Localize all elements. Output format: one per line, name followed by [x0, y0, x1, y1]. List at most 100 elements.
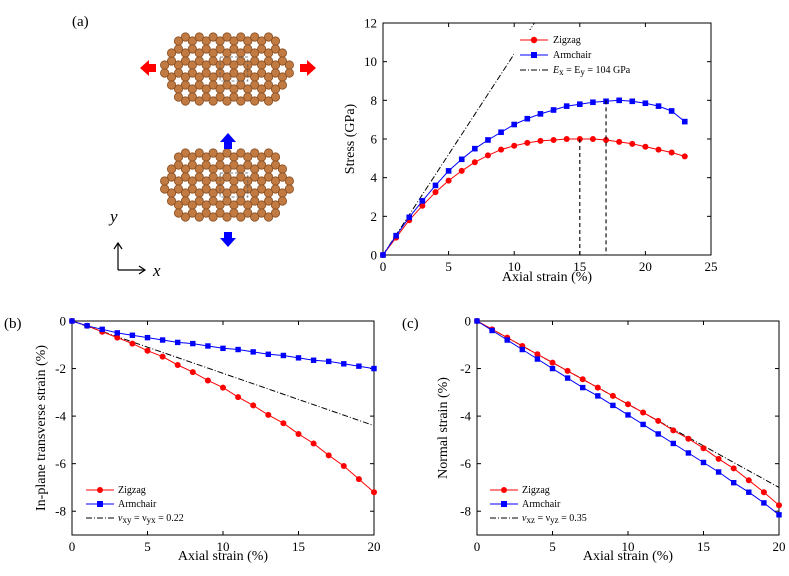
lattice-atom	[194, 196, 204, 206]
lattice-atom	[263, 212, 274, 222]
data-point	[776, 502, 782, 509]
data-point	[534, 356, 541, 362]
data-point	[668, 149, 675, 156]
lattice-atom	[215, 84, 225, 94]
lattice-atom	[166, 48, 177, 58]
data-point	[265, 351, 271, 357]
data-point	[235, 346, 241, 353]
unit-cell-box	[219, 56, 249, 82]
lattice-atom	[166, 80, 177, 90]
lattice-atom	[187, 184, 197, 194]
lattice-atom	[277, 80, 288, 90]
lattice-atom	[215, 200, 225, 210]
lattice-atom	[215, 92, 225, 102]
lattice-atom	[180, 212, 191, 222]
data-point	[579, 376, 586, 383]
lattice-atom	[270, 208, 281, 218]
x-tick-label: 0	[69, 539, 76, 554]
lattice-atom	[208, 164, 218, 174]
unit-cell-box	[219, 172, 249, 198]
data-point	[235, 394, 242, 401]
lattice-atom	[201, 176, 211, 186]
lattice-top	[160, 32, 294, 106]
data-point	[668, 108, 675, 114]
lattice-atom	[160, 176, 170, 186]
data-point	[681, 153, 688, 160]
chart-stress-strain: 0 5 10 15 20 25 0 2 4 6 8 10 12 Axial strain (%) Str…	[343, 16, 718, 286]
lattice-atom	[229, 68, 239, 78]
lattice-atom	[180, 148, 191, 158]
chart-normal-strain: 0 5 10 15 20 0 -2 -4 -6 -8 Axial strain (%) Norma…	[436, 314, 786, 565]
data-point	[524, 115, 531, 122]
lattice-atom	[208, 196, 218, 206]
lattice-atom	[250, 148, 260, 158]
lattice-atom	[243, 84, 253, 94]
lattice-atom	[208, 172, 218, 182]
lattice-atom	[160, 60, 170, 70]
data-point	[419, 198, 426, 204]
data-point	[310, 440, 317, 447]
lattice-atom	[194, 164, 204, 174]
data-point	[640, 409, 647, 416]
data-point	[550, 107, 557, 113]
lattice-atom	[194, 48, 204, 58]
legend-marker-zigzag	[97, 487, 103, 493]
lattice-atom	[236, 96, 246, 106]
lattice-atom	[187, 60, 197, 70]
lattice-atom	[229, 60, 239, 70]
y-tick-label: 0	[371, 248, 378, 263]
chart-transverse-strain: 0 5 10 15 20 0 -2 -4 -6 -8 Axial strain (%) In-pl…	[34, 314, 381, 565]
data-point	[432, 182, 439, 189]
data-point	[189, 369, 196, 376]
lattice-atom	[215, 208, 225, 218]
x-axis-label: Axial strain (%)	[178, 549, 269, 564]
lattice-atom	[236, 48, 246, 58]
lattice-atom	[277, 72, 288, 82]
legend-reference: νxy = νyx = 0.22	[118, 513, 184, 525]
lattice-atom	[250, 188, 260, 198]
lattice-atom	[270, 92, 281, 102]
data-point	[250, 402, 257, 409]
data-point	[655, 103, 662, 109]
data-point	[159, 353, 166, 360]
data-point	[504, 337, 510, 343]
tick-group: 0 5 10 15 20 25 0 2 4 6 8 10 12	[364, 16, 718, 275]
lattice-atom	[284, 184, 294, 194]
data-point	[471, 159, 478, 166]
lattice-atom	[284, 60, 294, 70]
lattice-atom	[270, 160, 281, 170]
lattice-atom	[257, 160, 267, 170]
data-point	[681, 118, 688, 125]
panel-label-b: (b)	[4, 316, 22, 332]
data-point	[458, 156, 465, 163]
data-point	[730, 465, 737, 472]
lattice-atom	[166, 164, 177, 174]
data-point	[393, 232, 399, 239]
lattice-atom	[187, 92, 197, 102]
lattice-atom	[194, 56, 204, 66]
lattice-atom	[180, 96, 191, 106]
data-point	[250, 349, 256, 355]
legend-reference: νxz = νyz = 0.35	[522, 513, 587, 525]
lattice-atom	[243, 44, 253, 54]
lattice-atom	[284, 176, 294, 186]
axis-letter-y: y	[108, 207, 118, 226]
x-tick-label: 15	[292, 539, 305, 554]
lattice-atom	[194, 72, 204, 82]
x-tick-label: 10	[217, 539, 230, 554]
lattice-atom	[194, 96, 204, 106]
data-point	[625, 412, 631, 418]
data-point	[99, 326, 105, 333]
lattice-atom	[201, 84, 211, 94]
x-tick-label: 10	[508, 259, 521, 274]
lattice-atom	[194, 212, 204, 222]
data-point	[642, 143, 649, 150]
y-axis-label: In-plane transverse strain (%)	[34, 345, 49, 511]
data-point	[220, 384, 226, 391]
lattice-atom	[250, 212, 260, 222]
legend: Zigzag Armchair νxz = νyz = 0.35	[484, 481, 644, 527]
lattice-atom	[173, 184, 184, 194]
lattice-atom	[263, 188, 274, 198]
lattice-atom	[180, 56, 191, 66]
arrow-right-icon	[300, 60, 316, 76]
